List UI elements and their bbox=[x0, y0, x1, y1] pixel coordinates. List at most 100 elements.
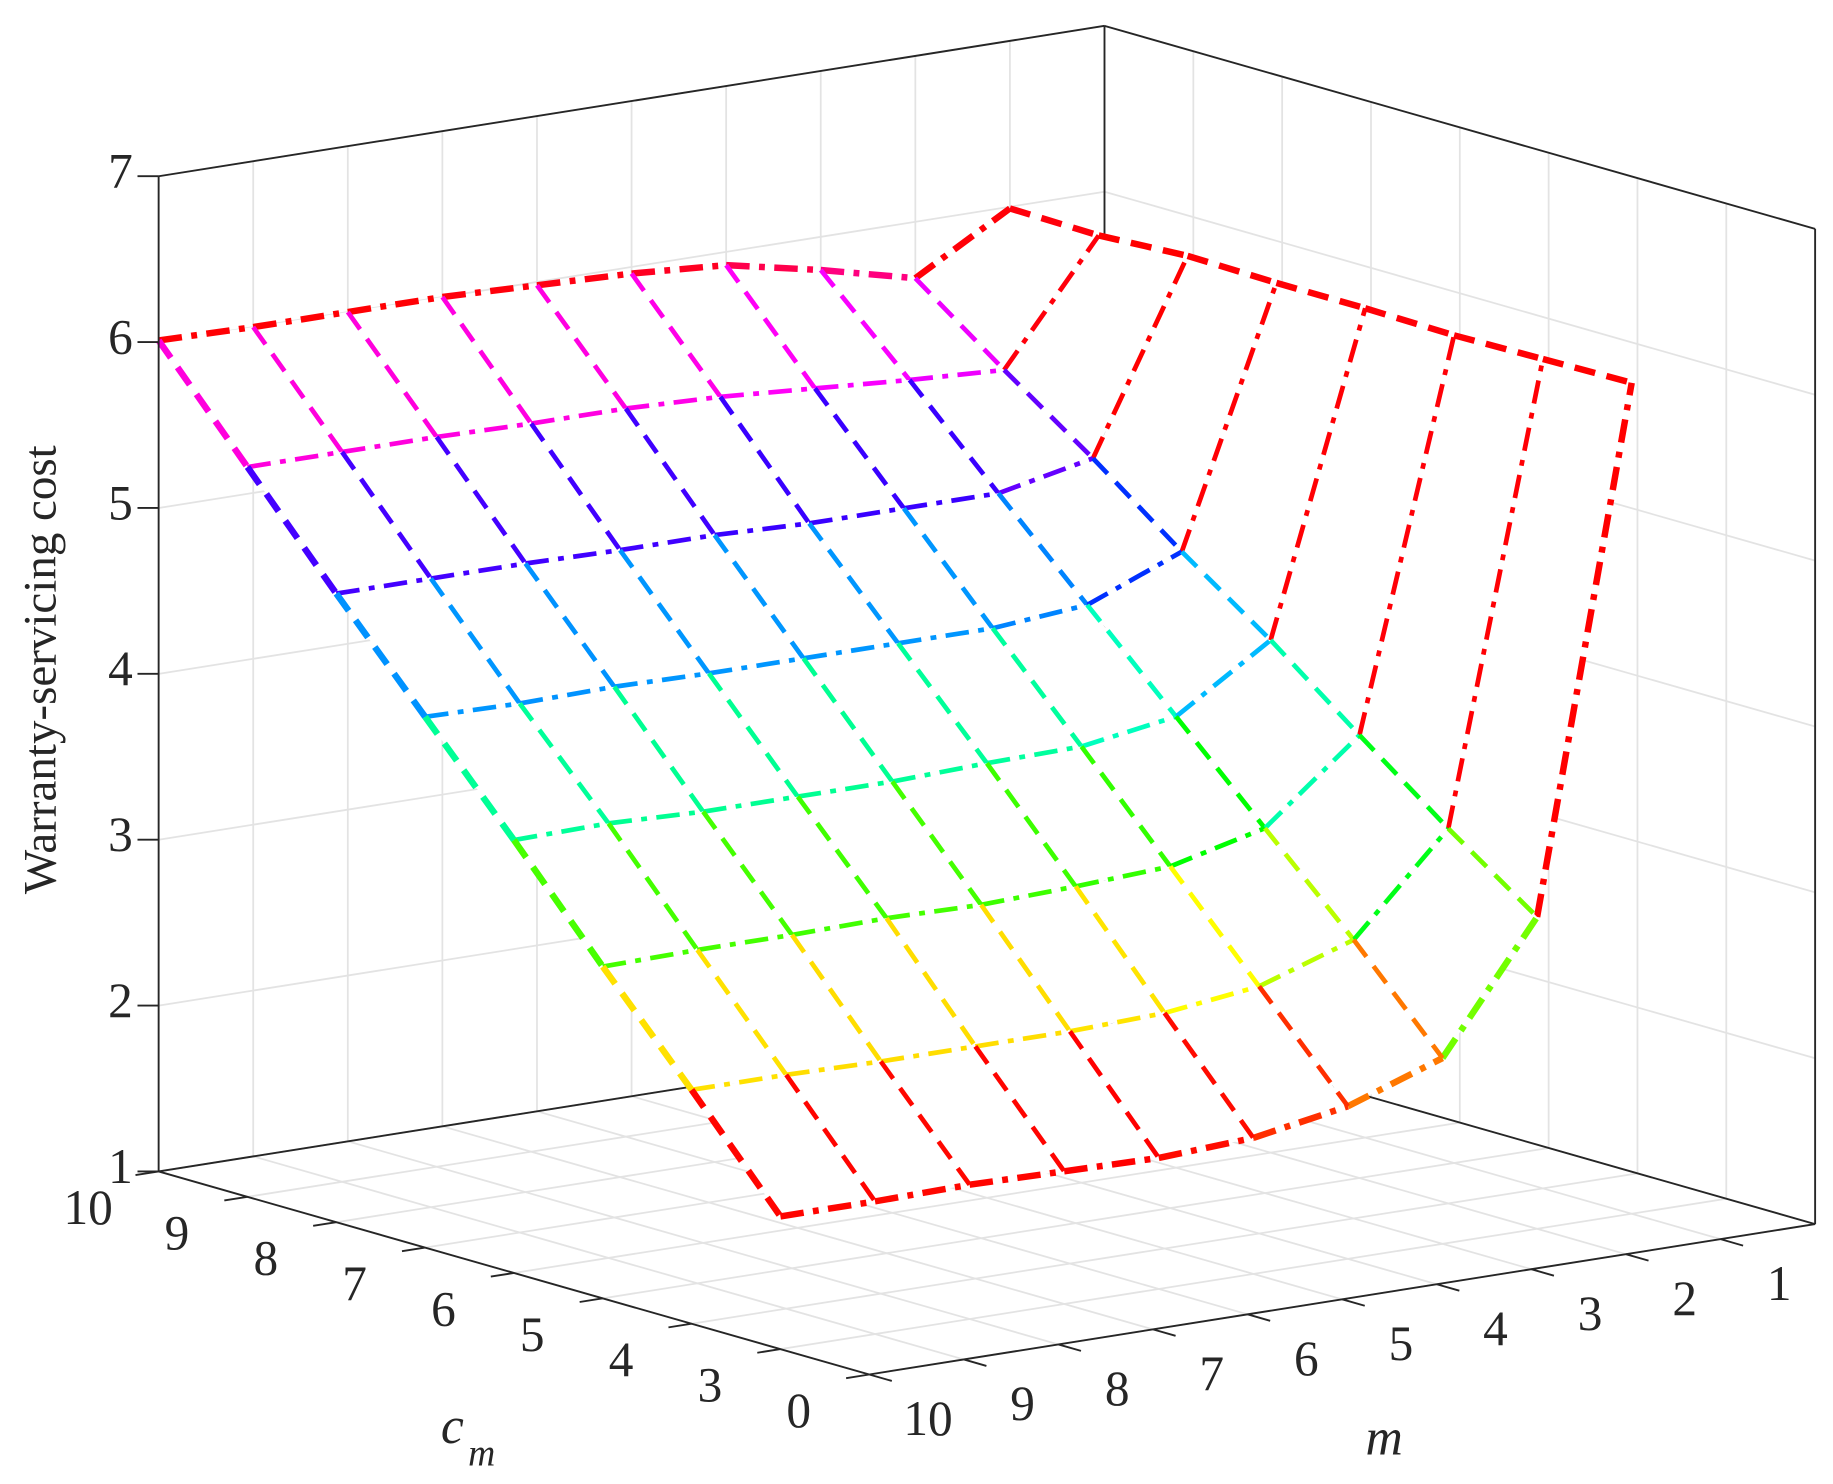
mesh-segment bbox=[535, 283, 628, 410]
mesh-segment bbox=[155, 338, 251, 469]
x-tick bbox=[1720, 1238, 1744, 1247]
y-tick bbox=[490, 1272, 515, 1278]
mesh-face bbox=[814, 379, 999, 509]
mesh-segment bbox=[724, 263, 817, 390]
y-tick-label: 8 bbox=[253, 1231, 278, 1286]
mesh-segment bbox=[790, 933, 883, 1063]
mesh-face bbox=[430, 563, 615, 704]
mesh-segment bbox=[251, 325, 344, 454]
mesh-segment bbox=[335, 576, 432, 596]
mesh-segment bbox=[600, 964, 695, 1092]
mesh-segment bbox=[897, 625, 994, 646]
mesh-segment bbox=[890, 780, 984, 907]
mesh-face bbox=[803, 643, 987, 782]
y-tick-label: 5 bbox=[520, 1307, 545, 1362]
mesh-face bbox=[703, 796, 887, 935]
mesh-face bbox=[714, 523, 899, 659]
mesh-segment bbox=[424, 701, 521, 720]
mesh-segment bbox=[529, 422, 622, 552]
mesh-segment bbox=[347, 293, 443, 316]
mesh-segment bbox=[969, 1168, 1065, 1188]
mesh-segment bbox=[779, 1198, 876, 1220]
mesh-segment bbox=[1446, 826, 1539, 919]
mesh-face bbox=[886, 904, 1070, 1047]
mesh-segment bbox=[1091, 456, 1184, 554]
y-tick-label: 0 bbox=[786, 1383, 811, 1438]
mesh-face bbox=[880, 1046, 1065, 1185]
mesh-segment bbox=[884, 916, 978, 1048]
mesh-segment bbox=[1008, 205, 1100, 239]
mesh-segment bbox=[1068, 1030, 1161, 1160]
z-axis-label: Warranty-servicing cost bbox=[14, 445, 66, 894]
y-tick bbox=[135, 1170, 159, 1177]
mesh-segment bbox=[1168, 865, 1262, 988]
y-tick-label: 4 bbox=[609, 1332, 634, 1387]
box-edge bbox=[1104, 24, 1816, 230]
y-tick-label: 6 bbox=[431, 1281, 456, 1336]
mesh-segment bbox=[619, 532, 716, 553]
mesh-face bbox=[726, 265, 910, 389]
x-tick-label: 4 bbox=[1483, 1301, 1508, 1356]
mesh-segment bbox=[695, 948, 789, 1077]
mesh-segment bbox=[536, 270, 632, 289]
mesh-segment bbox=[1098, 232, 1189, 260]
mesh-face bbox=[1259, 939, 1443, 1107]
mesh-segment bbox=[808, 505, 905, 526]
mesh-face bbox=[791, 918, 976, 1062]
mesh-segment bbox=[1169, 825, 1266, 869]
mesh-face bbox=[986, 746, 1171, 887]
mesh-face bbox=[1069, 1013, 1254, 1158]
mesh-segment bbox=[813, 386, 906, 510]
z-tick-label: 2 bbox=[108, 973, 133, 1028]
mesh-face bbox=[981, 886, 1165, 1032]
mesh-face bbox=[519, 686, 704, 824]
mesh-segment bbox=[820, 266, 916, 282]
mesh-segment bbox=[1257, 984, 1350, 1108]
mesh-segment bbox=[1069, 1010, 1165, 1034]
mesh-segment bbox=[986, 744, 1082, 766]
mesh-segment bbox=[907, 378, 1001, 495]
mesh-segment bbox=[886, 902, 982, 921]
mesh-segment bbox=[913, 276, 1006, 372]
mesh-face bbox=[1092, 255, 1277, 552]
y-tick bbox=[224, 1195, 248, 1202]
z-tick-label: 1 bbox=[108, 1139, 133, 1194]
mesh-face bbox=[336, 578, 520, 717]
mesh-segment bbox=[901, 506, 995, 630]
mesh-segment bbox=[1357, 733, 1450, 831]
mesh-segment bbox=[1002, 368, 1095, 460]
y-tick-label: 10 bbox=[63, 1180, 112, 1235]
mesh-face bbox=[697, 934, 881, 1075]
mesh-face bbox=[691, 1074, 876, 1217]
mesh-face bbox=[909, 369, 1093, 494]
mesh-segment bbox=[797, 779, 893, 799]
mesh-segment bbox=[1002, 234, 1101, 372]
mesh-segment bbox=[1174, 638, 1273, 719]
mesh-segment bbox=[996, 491, 1090, 607]
x-tick bbox=[1436, 1283, 1460, 1292]
mesh-face bbox=[1270, 308, 1455, 736]
mesh-face bbox=[992, 604, 1177, 747]
y-tick bbox=[757, 1348, 781, 1354]
x-tick-label: 3 bbox=[1578, 1286, 1603, 1341]
mesh-segment bbox=[606, 822, 700, 952]
mesh-segment bbox=[422, 714, 517, 842]
z-tick-label: 4 bbox=[108, 641, 133, 696]
mesh-segment bbox=[629, 272, 723, 399]
y-tick-label: 9 bbox=[165, 1205, 190, 1260]
mesh-segment bbox=[517, 702, 611, 825]
x-tick-label: 2 bbox=[1672, 1271, 1697, 1326]
x-tick-label: 5 bbox=[1389, 1316, 1414, 1371]
x-tick-label: 7 bbox=[1199, 1346, 1224, 1401]
z-tick-label: 7 bbox=[108, 144, 133, 199]
mesh-segment bbox=[1162, 1011, 1256, 1140]
mesh-segment bbox=[1063, 1154, 1160, 1175]
x-tick bbox=[1058, 1343, 1082, 1352]
z-tick-label: 6 bbox=[108, 309, 133, 364]
surface bbox=[155, 205, 1635, 1220]
mesh-face bbox=[253, 312, 437, 452]
mesh-segment bbox=[718, 395, 812, 525]
mesh-face bbox=[1004, 235, 1188, 459]
mesh-segment bbox=[1453, 332, 1544, 363]
mesh-segment bbox=[436, 421, 532, 440]
